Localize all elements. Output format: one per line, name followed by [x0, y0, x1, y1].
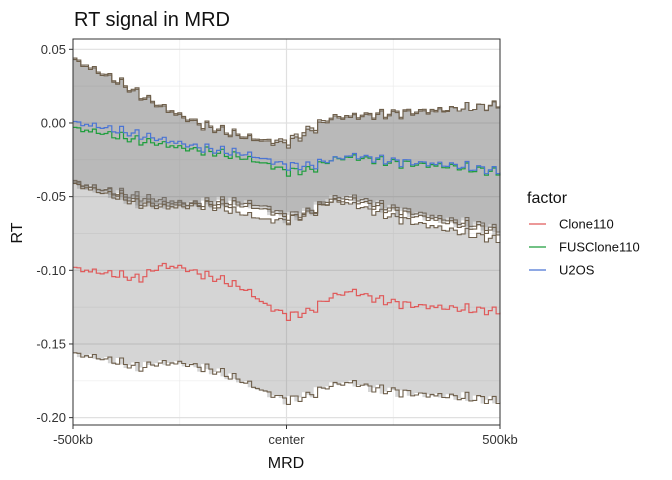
y-tick-label: -0.15	[36, 336, 66, 351]
ribbons	[73, 57, 501, 405]
y-tick-label: -0.20	[36, 410, 66, 425]
series-line-clone110	[73, 262, 501, 321]
ribbon-upper-u2os	[73, 59, 501, 149]
ribbon-lower-u2os	[73, 182, 501, 236]
x-axis-title: MRD	[268, 455, 304, 472]
legend-title: factor	[527, 190, 568, 207]
y-axis-ticks: 0.05 0.00 -0.05 -0.10 -0.15 -0.20	[36, 42, 73, 425]
y-tick-label: 0.00	[41, 115, 66, 130]
series-line-u2os	[73, 120, 501, 175]
y-tick-label: 0.05	[41, 42, 66, 57]
legend-label: U2OS	[559, 263, 595, 278]
y-tick-label: -0.05	[36, 189, 66, 204]
x-tick-label: 500kb	[482, 432, 517, 447]
ribbon-clone110	[73, 181, 500, 405]
series-lines	[73, 120, 501, 321]
x-tick-label: center	[268, 432, 305, 447]
legend-label: FUSClone110	[559, 240, 640, 255]
x-tick-label: -500kb	[53, 432, 93, 447]
x-axis-ticks: -500kb center 500kb	[53, 425, 518, 447]
chart-title: RT signal in MRD	[74, 9, 230, 31]
y-axis-title: RT	[9, 222, 26, 243]
legend-label: Clone110	[559, 217, 614, 232]
ribbon-lower-clone110	[73, 352, 501, 405]
ribbon-upper-clone110	[73, 181, 501, 244]
y-tick-label: -0.10	[36, 263, 66, 278]
legend: factor Clone110 FUSClone110 U2OS	[527, 190, 640, 278]
